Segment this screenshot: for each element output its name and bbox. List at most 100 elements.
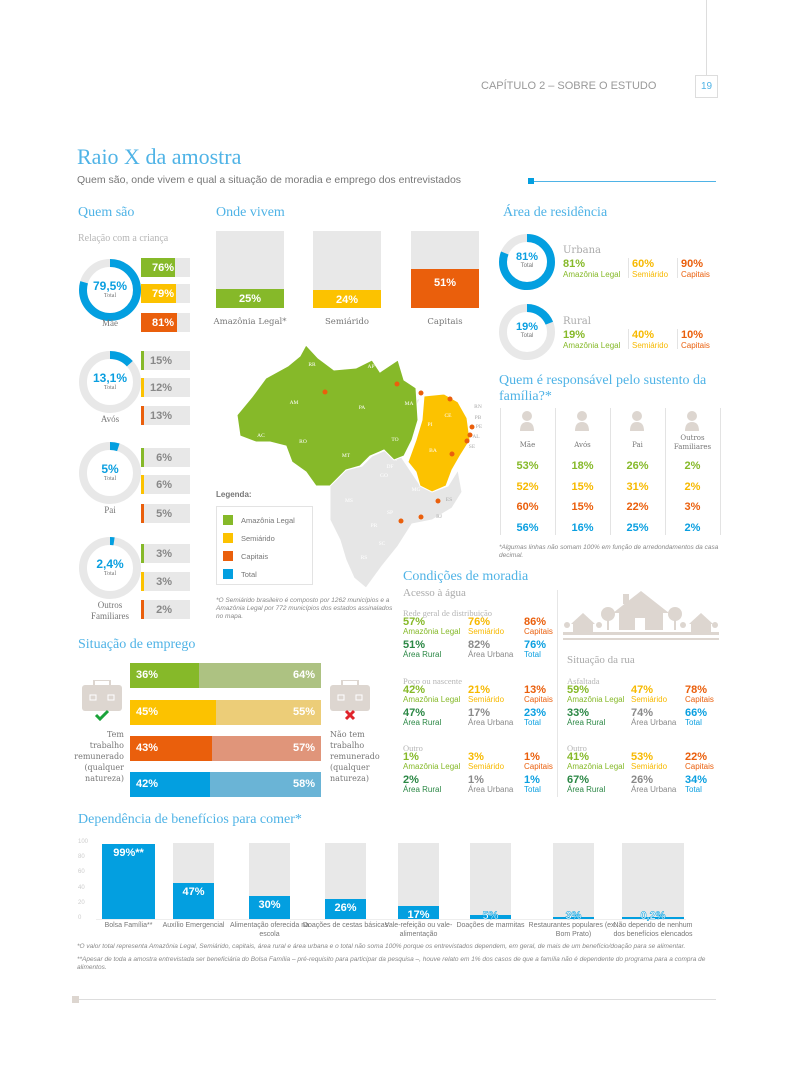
capital-dot bbox=[464, 438, 470, 444]
total-ring bbox=[79, 537, 141, 599]
ring-total-value: 19% bbox=[515, 321, 539, 333]
legend-label: Capitais bbox=[241, 551, 269, 561]
sustento-value: 22% bbox=[626, 501, 649, 513]
bar-fill: 47% bbox=[173, 883, 214, 919]
map-legend: Amazônia Legal Semiárido Capitais Total bbox=[216, 506, 313, 585]
ring-total-label: Total bbox=[520, 263, 534, 269]
state-label: MA bbox=[405, 401, 414, 407]
state-label: GO bbox=[380, 473, 388, 479]
residence-value: 40% bbox=[632, 329, 655, 341]
moradia-value: 26% bbox=[631, 774, 654, 786]
ring-total-label: Total bbox=[103, 293, 117, 299]
map-region-amazonia bbox=[236, 344, 419, 487]
dependencia-title: Dependência de benefícios para comer* bbox=[78, 812, 302, 827]
moradia-category: Capitais bbox=[524, 695, 553, 704]
legend-item: Capitais bbox=[223, 547, 306, 565]
moradia-value: 76% bbox=[468, 616, 491, 628]
benefit-bar: 5% bbox=[470, 843, 511, 922]
moradia-category: Total bbox=[524, 785, 541, 794]
employment-row: 43% 57% bbox=[130, 736, 321, 761]
item-label: Rede geral de distribuição bbox=[403, 608, 492, 618]
moradia-value: 22% bbox=[685, 751, 708, 763]
moradia-value: 57% bbox=[403, 616, 426, 628]
bar-fill bbox=[141, 313, 177, 332]
moradia-category: Área Urbana bbox=[468, 785, 514, 794]
moradia-value: 66% bbox=[685, 707, 708, 719]
sustento-value: 25% bbox=[626, 521, 649, 534]
state-label: PB bbox=[475, 415, 482, 421]
moradia-value: 1% bbox=[524, 751, 540, 763]
state-label: RJ bbox=[436, 514, 443, 520]
chapter-title: CAPÍTULO 2 – SOBRE O ESTUDO bbox=[481, 80, 657, 92]
category-label: Doações de marmitas bbox=[456, 922, 525, 929]
page-subtitle: Quem são, onde vivem e qual a situação d… bbox=[77, 174, 462, 186]
capital-dot bbox=[322, 389, 328, 395]
bar-value-label: 99%** bbox=[113, 846, 144, 859]
relation-bar: 13% bbox=[141, 406, 190, 425]
y-tick-label: 40 bbox=[78, 884, 85, 891]
bar-value-label: 47% bbox=[182, 886, 205, 899]
ring-total-value: 2,4% bbox=[96, 557, 124, 571]
residencia-title: Área de residência bbox=[503, 205, 608, 220]
capital-dots bbox=[322, 381, 475, 524]
capital-dot bbox=[418, 514, 424, 520]
dependencia-footnote-2: **Apesar de toda a amostra entrevistada … bbox=[77, 956, 706, 971]
state-label: AM bbox=[290, 400, 299, 406]
y-tick-label: 60 bbox=[78, 869, 85, 876]
legend-label: Total bbox=[241, 569, 257, 579]
moradia-value: 1% bbox=[524, 774, 540, 786]
moradia-category: Total bbox=[524, 650, 541, 659]
moradia-value: 51% bbox=[403, 639, 426, 651]
state-label: MT bbox=[342, 453, 351, 459]
y-tick-label: 20 bbox=[78, 899, 85, 906]
person-icon bbox=[520, 411, 534, 431]
item-label: Outro bbox=[403, 743, 423, 753]
residence-region: Capitais bbox=[681, 341, 710, 350]
moradia-category: Área Urbana bbox=[631, 785, 677, 794]
moradia-category: Área Rural bbox=[403, 650, 442, 659]
moradia-category: Área Rural bbox=[567, 718, 606, 727]
bar-fill bbox=[141, 284, 176, 303]
sustento-value: 26% bbox=[626, 460, 649, 472]
column-label: Mãe bbox=[519, 441, 536, 449]
sustento-value: 56% bbox=[516, 521, 539, 534]
relation-bar: 3% bbox=[141, 572, 190, 591]
state-label: PE bbox=[476, 424, 483, 430]
bar-label: Capitais bbox=[427, 317, 463, 327]
sustento-value: 2% bbox=[684, 460, 701, 472]
bar-fill bbox=[141, 448, 144, 467]
residence-value: 10% bbox=[681, 329, 704, 341]
y-tick-label: 100 bbox=[78, 839, 89, 845]
unemployed-segment: 55% bbox=[215, 700, 321, 725]
bar-fill: 30% bbox=[249, 896, 290, 919]
moradia-category: Capitais bbox=[524, 627, 553, 636]
person-icon bbox=[630, 411, 644, 431]
relation-bar: 6% bbox=[141, 448, 190, 467]
residence-label: Rural bbox=[563, 316, 591, 327]
moradia-category: Semiárido bbox=[631, 762, 668, 771]
briefcase-x-icon bbox=[330, 680, 370, 721]
capital-dot bbox=[435, 498, 441, 504]
moradia-value: 1% bbox=[468, 774, 484, 786]
moradia-category: Amazônia Legal bbox=[403, 695, 461, 704]
item-label: Poço ou nascente bbox=[403, 676, 463, 686]
capital-dot bbox=[418, 390, 424, 396]
moradia-value: 78% bbox=[685, 684, 708, 696]
moradia-value: 2% bbox=[403, 774, 419, 786]
capital-dot bbox=[449, 451, 455, 457]
capital-dot bbox=[469, 424, 475, 430]
bar-fill: 26% bbox=[325, 899, 366, 919]
residence-value: 90% bbox=[681, 258, 704, 270]
total-ring bbox=[79, 442, 141, 504]
moradia-category: Área Urbana bbox=[468, 650, 514, 659]
category-label: Doações de cestas básicas bbox=[302, 922, 389, 929]
benefit-bar: 17% bbox=[398, 843, 439, 921]
moradia-category: Total bbox=[685, 718, 702, 727]
divider bbox=[500, 408, 501, 535]
moradia-category: Total bbox=[685, 785, 702, 794]
bar-fill bbox=[141, 351, 144, 370]
divider bbox=[555, 408, 556, 535]
bar-value: 3% bbox=[156, 576, 172, 588]
moradia-divider bbox=[557, 590, 558, 797]
state-label: BA bbox=[429, 448, 437, 454]
